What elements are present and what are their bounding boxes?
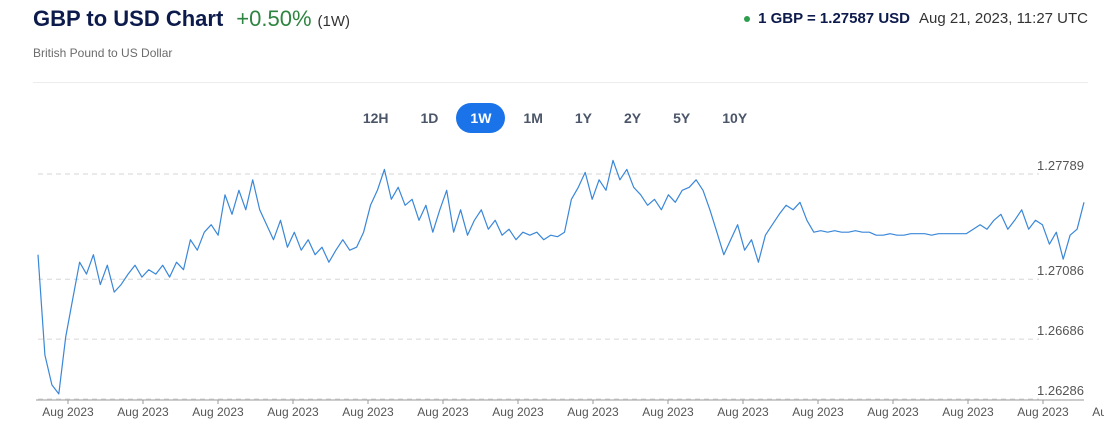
range-button-5y[interactable]: 5Y	[673, 110, 691, 126]
x-tick-label: Aug 2023	[192, 405, 244, 419]
x-tick-label: Aug 2023	[567, 405, 619, 419]
x-tick-label: Aug 2023	[417, 405, 469, 419]
current-rate: 1 GBP = 1.27587 USD	[758, 10, 910, 27]
x-tick-label: Aug 2023	[1092, 405, 1104, 419]
x-tick-label: Aug 2023	[867, 405, 919, 419]
x-tick-label: Aug 2023	[267, 405, 319, 419]
live-dot-icon	[744, 15, 751, 22]
range-button-1d[interactable]: 1D	[420, 110, 439, 126]
y-tick-label: 1.26686	[1037, 323, 1084, 338]
x-tick-label: Aug 2023	[642, 405, 694, 419]
series-line	[37, 159, 1085, 395]
x-tick-label: Aug 2023	[717, 405, 769, 419]
change-period: (1W)	[317, 13, 351, 30]
range-button-2y[interactable]: 2Y	[624, 110, 642, 126]
range-button-10y[interactable]: 10Y	[722, 110, 748, 126]
x-tick-label: Aug 2023	[792, 405, 844, 419]
rate-box: 1 GBP = 1.27587 USD Aug 21, 2023, 11:27 …	[744, 10, 1088, 27]
x-tick-label: Aug 2023	[42, 405, 94, 419]
page-title: GBP to USD Chart	[33, 6, 224, 31]
y-tick-label: 1.26286	[1037, 383, 1084, 398]
x-tick-label: Aug 2023	[1017, 405, 1069, 419]
header-divider	[33, 82, 1088, 83]
change-percent: +0.50%	[236, 6, 312, 31]
x-tick-label: Aug 2023	[342, 405, 394, 419]
range-selector: 12H 1D 1W 1M 1Y 2Y 5Y 10Y	[0, 103, 1104, 133]
range-button-1y[interactable]: 1Y	[574, 110, 592, 126]
rate-timestamp: Aug 21, 2023, 11:27 UTC	[919, 10, 1088, 27]
y-tick-label: 1.27086	[1037, 263, 1084, 278]
range-button-12h[interactable]: 12H	[362, 110, 389, 126]
range-button-1w[interactable]: 1W	[456, 103, 506, 133]
chart-header: GBP to USD Chart +0.50% (1W) British Pou…	[33, 6, 1088, 76]
y-tick-label: 1.27789	[1037, 158, 1084, 173]
title-row: GBP to USD Chart +0.50% (1W)	[33, 6, 1088, 32]
page-subtitle: British Pound to US Dollar	[33, 46, 173, 60]
x-tick-label: Aug 2023	[117, 405, 169, 419]
range-button-1m[interactable]: 1M	[523, 110, 543, 126]
price-chart: 1.27789 1.27086 1.26686 1.26286 Aug 2023 Aug …	[36, 158, 1104, 419]
x-tick-label: Aug 2023	[942, 405, 994, 419]
x-tick-label: Aug 2023	[492, 405, 544, 419]
